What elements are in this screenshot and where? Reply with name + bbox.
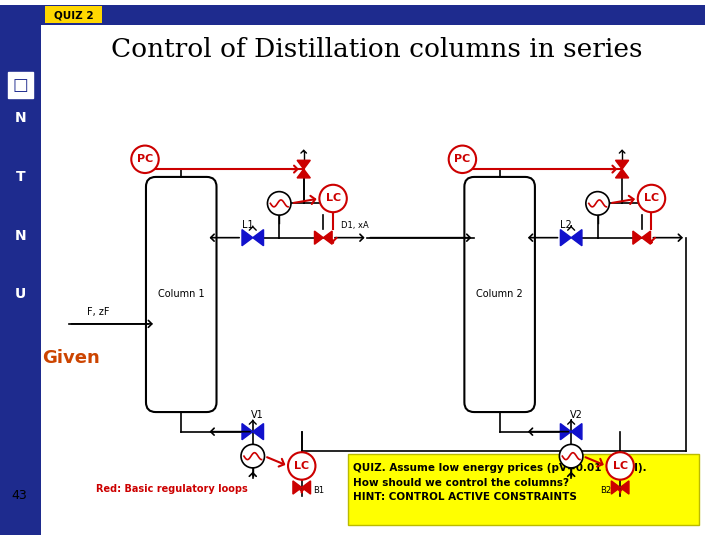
- Text: U: U: [15, 287, 26, 301]
- Polygon shape: [560, 423, 571, 440]
- Circle shape: [586, 192, 609, 215]
- Text: LC: LC: [644, 193, 659, 204]
- Text: F, zF: F, zF: [86, 307, 109, 317]
- Text: Column 1: Column 1: [158, 289, 204, 300]
- Circle shape: [638, 185, 665, 212]
- Circle shape: [606, 452, 634, 480]
- Circle shape: [241, 444, 264, 468]
- Polygon shape: [242, 230, 253, 246]
- Polygon shape: [315, 231, 323, 244]
- Circle shape: [559, 444, 583, 468]
- Text: Given: Given: [42, 349, 99, 367]
- Text: T: T: [16, 170, 25, 184]
- Polygon shape: [633, 231, 642, 244]
- Polygon shape: [620, 481, 629, 494]
- Circle shape: [320, 185, 347, 212]
- Polygon shape: [571, 230, 582, 246]
- FancyBboxPatch shape: [464, 177, 535, 412]
- Text: N: N: [15, 111, 27, 125]
- Text: B1: B1: [313, 486, 325, 495]
- Polygon shape: [560, 230, 571, 246]
- Text: QUIZ. Assume low energy prices (pV=0.01 $/mol).: QUIZ. Assume low energy prices (pV=0.01 …: [353, 463, 647, 473]
- Polygon shape: [323, 231, 332, 244]
- Text: PC: PC: [454, 154, 471, 164]
- Polygon shape: [571, 423, 582, 440]
- Text: LC: LC: [294, 461, 310, 471]
- Polygon shape: [642, 231, 650, 244]
- Text: N: N: [15, 229, 27, 242]
- FancyBboxPatch shape: [8, 72, 33, 98]
- Text: V1: V1: [251, 410, 264, 420]
- Polygon shape: [297, 160, 310, 169]
- Text: PC: PC: [137, 154, 153, 164]
- Circle shape: [131, 146, 158, 173]
- Polygon shape: [293, 481, 302, 494]
- Text: Red: Basic regulatory loops: Red: Basic regulatory loops: [96, 484, 248, 495]
- Polygon shape: [616, 160, 629, 169]
- FancyBboxPatch shape: [45, 6, 102, 23]
- Circle shape: [267, 192, 291, 215]
- Text: V2: V2: [570, 410, 582, 420]
- FancyBboxPatch shape: [41, 5, 706, 25]
- Text: How should we control the columns?: How should we control the columns?: [353, 477, 569, 488]
- Text: B2: B2: [600, 486, 612, 495]
- Polygon shape: [297, 169, 310, 178]
- Text: Column 2: Column 2: [476, 289, 523, 300]
- Text: 43: 43: [12, 489, 27, 502]
- Polygon shape: [242, 423, 253, 440]
- Text: LC: LC: [325, 193, 341, 204]
- Text: HINT: CONTROL ACTIVE CONSTRAINTS: HINT: CONTROL ACTIVE CONSTRAINTS: [353, 492, 577, 502]
- Text: D1, xA: D1, xA: [341, 221, 369, 231]
- Polygon shape: [616, 169, 629, 178]
- Polygon shape: [302, 481, 310, 494]
- Circle shape: [449, 146, 476, 173]
- Text: QUIZ 2: QUIZ 2: [54, 10, 94, 21]
- Circle shape: [288, 452, 315, 480]
- Text: LC: LC: [613, 461, 628, 471]
- Text: L1: L1: [242, 220, 253, 230]
- Text: □: □: [13, 76, 29, 94]
- Polygon shape: [253, 423, 264, 440]
- Polygon shape: [253, 230, 264, 246]
- Polygon shape: [611, 481, 620, 494]
- Text: L2: L2: [560, 220, 572, 230]
- FancyBboxPatch shape: [146, 177, 217, 412]
- FancyBboxPatch shape: [348, 454, 698, 525]
- FancyBboxPatch shape: [0, 5, 41, 535]
- Text: Control of Distillation columns in series: Control of Distillation columns in serie…: [112, 37, 643, 62]
